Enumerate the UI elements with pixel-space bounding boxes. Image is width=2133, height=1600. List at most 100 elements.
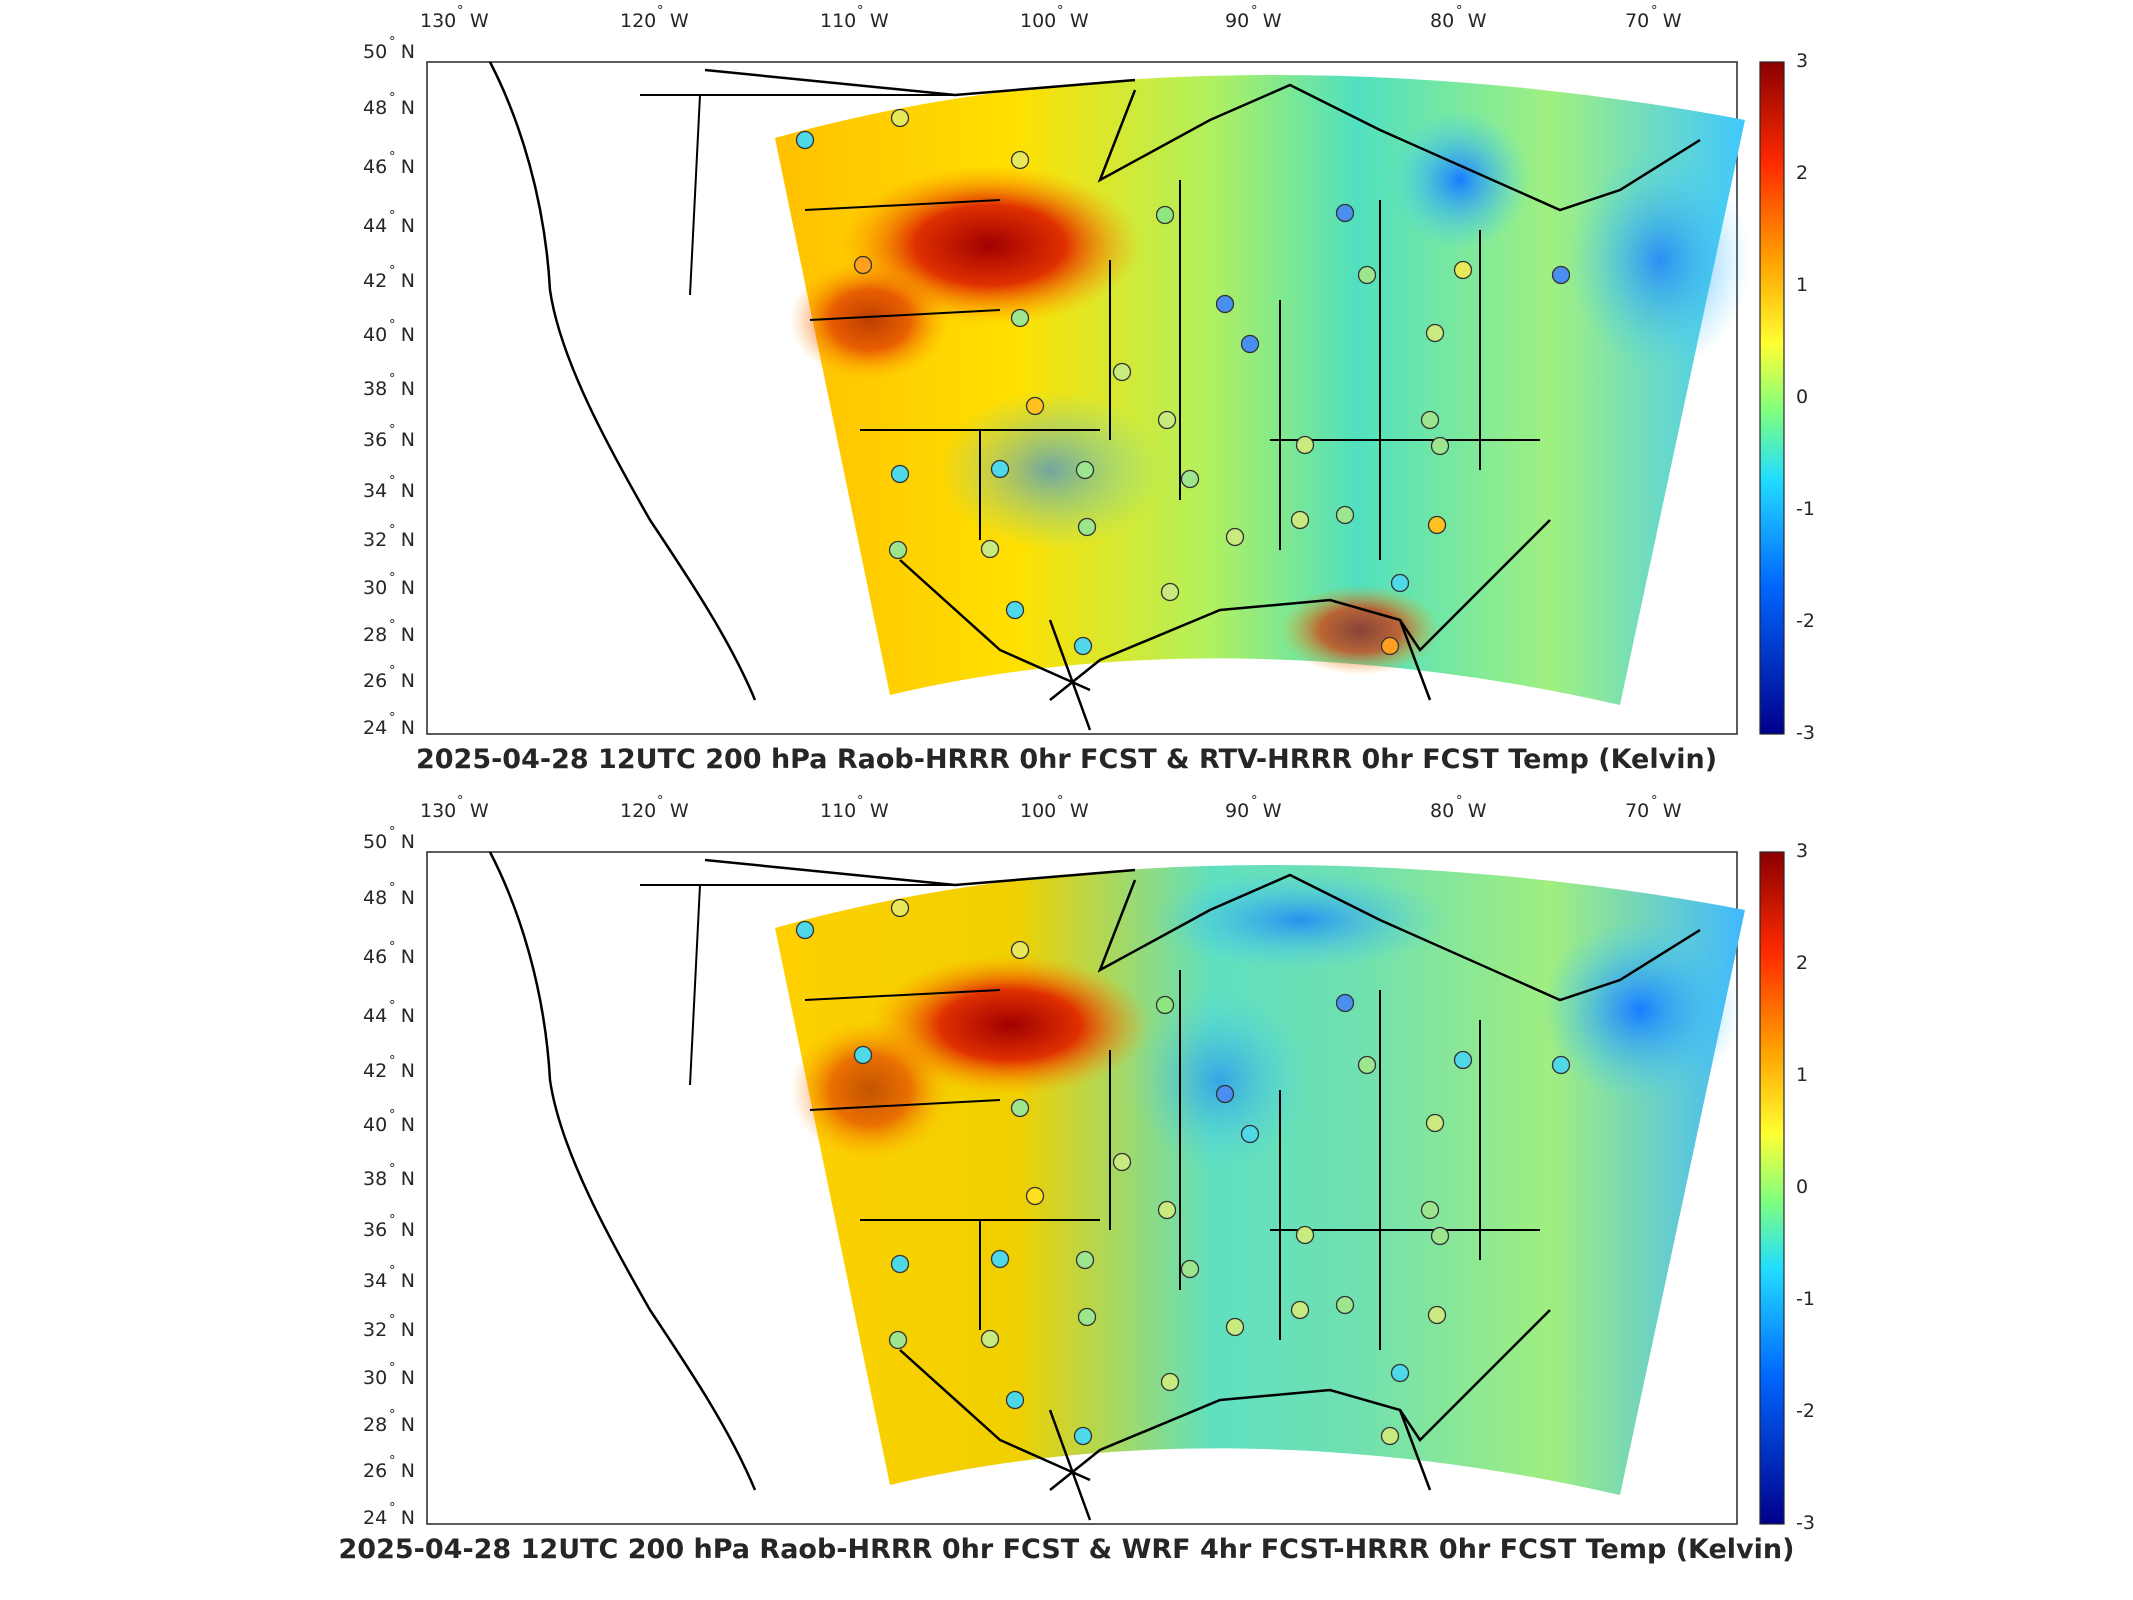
lon-label: 70 W °: [1625, 794, 1682, 822]
colorbar-tick-label: 0: [1796, 1176, 1809, 1198]
lat-label: 26 N °: [363, 1454, 416, 1482]
degree-symbol: °: [457, 794, 464, 809]
colorbar-tick-label: 1: [1796, 274, 1809, 296]
raob-stations-bottom: [795, 898, 1571, 1446]
lat-label: 32 N °: [363, 1313, 416, 1341]
cool-anomaly-bottom: [1540, 920, 1740, 1100]
degree-symbol: °: [389, 618, 396, 633]
colorbar-tick-label: 0: [1796, 386, 1809, 408]
lat-label: 46 N °: [363, 150, 416, 178]
map-top: [426, 61, 1785, 735]
degree-symbol: °: [389, 209, 396, 224]
lat-label: 48 N °: [363, 881, 416, 909]
degree-symbol: °: [389, 1054, 396, 1069]
degree-symbol: °: [389, 1501, 396, 1516]
colorbar-tick-label: -1: [1796, 1288, 1815, 1310]
degree-symbol: °: [389, 150, 396, 165]
degree-symbol: °: [457, 4, 464, 19]
state-borders-bottom: [640, 884, 1540, 1350]
degree-symbol: °: [1651, 4, 1658, 19]
degree-symbol: °: [657, 4, 664, 19]
lon-label: 130 W °: [420, 4, 489, 32]
lat-label: 28 N °: [363, 1408, 416, 1436]
lat-label: 46 N °: [363, 940, 416, 968]
degree-symbol: °: [389, 1408, 396, 1423]
lat-label: 30 N °: [363, 571, 416, 599]
lat-label: 24 N °: [363, 711, 416, 739]
degree-symbol: °: [389, 264, 396, 279]
degree-symbol: °: [389, 1313, 396, 1328]
lon-label: 80 W °: [1430, 4, 1487, 32]
degree-symbol: °: [389, 318, 396, 333]
degree-symbol: °: [389, 372, 396, 387]
colorbar-bottom: [1759, 851, 1785, 1525]
lat-label: 34 N °: [363, 1264, 416, 1292]
degree-symbol: °: [1057, 4, 1064, 19]
lat-label: 34 N °: [363, 474, 416, 502]
colorbar-tick-label: -3: [1796, 1512, 1815, 1534]
degree-symbol: °: [857, 4, 864, 19]
lat-label: 24 N °: [363, 1501, 416, 1529]
lat-label: 44 N °: [363, 999, 416, 1027]
lon-label: 70 W °: [1625, 4, 1682, 32]
degree-symbol: °: [389, 1213, 396, 1228]
degree-symbol: °: [1057, 794, 1064, 809]
lat-label: 50 N °: [363, 35, 416, 63]
panel-bottom: 130 W ° 120 W ° 110 W ° 100 W ° 90 W ° 80 W ° 70 W ° …: [0, 790, 2133, 1590]
lat-label: 42 N °: [363, 264, 416, 292]
colorbar-tick-label: 2: [1796, 952, 1809, 974]
title-bottom: 2025-04-28 12UTC 200 hPa Raob-HRRR 0hr F…: [338, 1534, 1795, 1565]
degree-symbol: °: [389, 664, 396, 679]
degree-symbol: °: [657, 794, 664, 809]
lat-label: 44 N °: [363, 209, 416, 237]
lat-label: 28 N °: [363, 618, 416, 646]
degree-symbol: °: [1251, 794, 1258, 809]
lat-label: 38 N °: [363, 1162, 416, 1190]
degree-symbol: °: [1456, 4, 1463, 19]
panel-top: 130 W ° 120 W ° 110 W ° 100 W ° 90 W ° 80 W ° 70 W ° …: [363, 4, 1815, 775]
colorbar-tick-label: 3: [1796, 50, 1809, 72]
degree-symbol: °: [389, 571, 396, 586]
raob-stations-top: [795, 108, 1571, 656]
colorbar-tick-label: 3: [1796, 840, 1809, 862]
degree-symbol: °: [389, 523, 396, 538]
field-domain-top: [775, 75, 1745, 705]
degree-symbol: °: [389, 825, 396, 840]
lat-label: 40 N °: [363, 1108, 416, 1136]
map-bottom: [426, 851, 1785, 1525]
lon-label: 110 W °: [820, 794, 889, 822]
colorbar-tick-label: -3: [1796, 722, 1815, 744]
lon-label: 120 W °: [620, 4, 689, 32]
degree-symbol: °: [389, 35, 396, 50]
degree-symbol: °: [389, 711, 396, 726]
degree-symbol: °: [389, 1264, 396, 1279]
degree-symbol: °: [389, 1454, 396, 1469]
lon-label: 100 W °: [1020, 794, 1089, 822]
degree-symbol: °: [389, 881, 396, 896]
lat-label: 48 N °: [363, 91, 416, 119]
lat-label: 36 N °: [363, 1213, 416, 1241]
degree-symbol: °: [389, 1108, 396, 1123]
lat-label: 26 N °: [363, 664, 416, 692]
colorbar-tick-label: -2: [1796, 1400, 1815, 1422]
lon-label: 80 W °: [1430, 794, 1487, 822]
colorbar-top: [1759, 61, 1785, 735]
lat-label: 38 N °: [363, 372, 416, 400]
degree-symbol: °: [389, 91, 396, 106]
lon-label: 110 W °: [820, 4, 889, 32]
colorbar-tick-label: -1: [1796, 498, 1815, 520]
lon-label: 90 W °: [1225, 794, 1282, 822]
lat-label: 36 N °: [363, 423, 416, 451]
degree-symbol: °: [389, 1361, 396, 1376]
degree-symbol: °: [389, 1162, 396, 1177]
lon-label: 100 W °: [1020, 4, 1089, 32]
degree-symbol: °: [389, 423, 396, 438]
degree-symbol: °: [389, 940, 396, 955]
lon-label: 130 W °: [420, 794, 489, 822]
lat-label: 50 N °: [363, 825, 416, 853]
lat-label: 40 N °: [363, 318, 416, 346]
lat-label: 30 N °: [363, 1361, 416, 1389]
lat-label: 32 N °: [363, 523, 416, 551]
colorbar-tick-label: 1: [1796, 1064, 1809, 1086]
state-borders-top: [640, 94, 1540, 560]
